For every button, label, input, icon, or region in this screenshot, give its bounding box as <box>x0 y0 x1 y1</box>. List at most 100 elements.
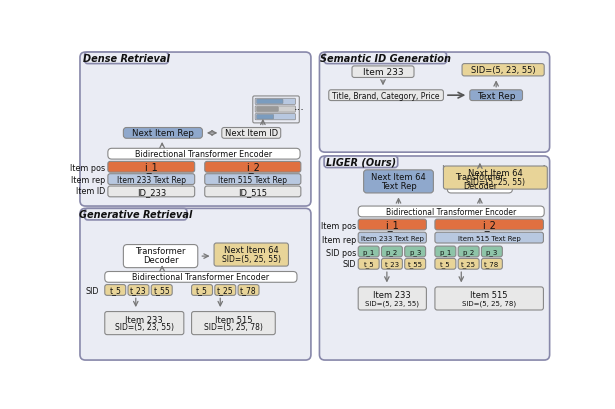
FancyBboxPatch shape <box>405 259 426 270</box>
Text: Text Rep: Text Rep <box>477 92 515 101</box>
FancyBboxPatch shape <box>458 247 479 257</box>
FancyBboxPatch shape <box>482 259 502 270</box>
FancyBboxPatch shape <box>85 53 169 65</box>
FancyBboxPatch shape <box>108 187 195 197</box>
FancyBboxPatch shape <box>329 90 443 101</box>
Text: Next Item ID: Next Item ID <box>224 129 278 138</box>
FancyBboxPatch shape <box>363 171 434 193</box>
FancyBboxPatch shape <box>105 285 125 296</box>
FancyBboxPatch shape <box>435 287 544 310</box>
Text: Transformer: Transformer <box>456 173 504 182</box>
FancyBboxPatch shape <box>214 243 288 266</box>
FancyBboxPatch shape <box>222 128 280 139</box>
Text: Bidirectional Transformer Encoder: Bidirectional Transformer Encoder <box>135 150 272 159</box>
Text: t_5: t_5 <box>196 286 208 295</box>
FancyBboxPatch shape <box>319 53 550 153</box>
Text: ...: ... <box>294 102 305 112</box>
FancyBboxPatch shape <box>352 67 414 78</box>
Text: Next Item 64: Next Item 64 <box>371 173 426 182</box>
FancyBboxPatch shape <box>470 90 523 101</box>
FancyBboxPatch shape <box>358 259 379 270</box>
FancyBboxPatch shape <box>205 174 301 185</box>
FancyBboxPatch shape <box>256 115 274 120</box>
Text: t_55: t_55 <box>153 286 170 295</box>
Text: p_2: p_2 <box>462 249 475 255</box>
Text: Decoder: Decoder <box>143 255 178 264</box>
FancyBboxPatch shape <box>128 285 149 296</box>
FancyBboxPatch shape <box>358 207 544 217</box>
FancyBboxPatch shape <box>205 187 301 197</box>
Text: t_55: t_55 <box>408 261 423 267</box>
Text: p_3: p_3 <box>409 249 421 255</box>
Text: Generative Retrieval: Generative Retrieval <box>79 210 192 220</box>
Text: t_5: t_5 <box>440 261 451 267</box>
Text: Dense Retrieval: Dense Retrieval <box>83 54 170 64</box>
Text: Item 515: Item 515 <box>215 315 252 324</box>
FancyBboxPatch shape <box>255 107 295 113</box>
Text: Bidirectional Transformer Encoder: Bidirectional Transformer Encoder <box>386 207 517 216</box>
Text: Item 515 Text Rep: Item 515 Text Rep <box>218 175 287 184</box>
Text: Item rep: Item rep <box>322 235 356 244</box>
Text: SID=(5, 23, 55): SID=(5, 23, 55) <box>471 66 536 75</box>
FancyBboxPatch shape <box>443 166 547 190</box>
Text: i_1: i_1 <box>145 162 158 173</box>
Text: Next Item Rep: Next Item Rep <box>132 129 194 138</box>
Text: Item 515 Text Rep: Item 515 Text Rep <box>458 235 520 241</box>
Text: Item 515: Item 515 <box>470 290 508 299</box>
FancyBboxPatch shape <box>435 220 544 230</box>
Text: Bidirectional Transformer Encoder: Bidirectional Transformer Encoder <box>132 273 269 282</box>
FancyBboxPatch shape <box>358 247 379 257</box>
Text: SID=(5, 25, 78): SID=(5, 25, 78) <box>462 299 516 306</box>
Text: SID: SID <box>85 287 98 296</box>
FancyBboxPatch shape <box>105 272 297 283</box>
FancyBboxPatch shape <box>358 233 426 243</box>
Text: ID_233: ID_233 <box>137 187 166 196</box>
Text: Title, Brand, Category, Price: Title, Brand, Category, Price <box>332 92 440 101</box>
FancyBboxPatch shape <box>435 247 456 257</box>
Text: Transformer: Transformer <box>135 247 186 256</box>
FancyBboxPatch shape <box>447 171 512 193</box>
FancyBboxPatch shape <box>85 209 187 220</box>
FancyBboxPatch shape <box>124 245 198 268</box>
Text: p_1: p_1 <box>439 249 451 255</box>
FancyBboxPatch shape <box>108 162 195 173</box>
FancyBboxPatch shape <box>256 108 279 112</box>
FancyBboxPatch shape <box>381 259 402 270</box>
FancyBboxPatch shape <box>255 99 295 105</box>
Text: SID pos: SID pos <box>325 248 356 257</box>
Text: SID=(5, 23, 55): SID=(5, 23, 55) <box>115 323 174 332</box>
FancyBboxPatch shape <box>108 149 300 160</box>
Text: p_2: p_2 <box>386 249 398 255</box>
Text: SID=(5, 25, 78): SID=(5, 25, 78) <box>204 323 263 332</box>
FancyBboxPatch shape <box>124 128 202 139</box>
FancyBboxPatch shape <box>435 259 456 270</box>
Text: SID=(5, 23, 55): SID=(5, 23, 55) <box>365 299 419 306</box>
Text: Semantic ID Generation: Semantic ID Generation <box>320 54 451 64</box>
FancyBboxPatch shape <box>256 100 283 104</box>
Text: Item pos: Item pos <box>69 164 105 173</box>
Text: SID: SID <box>343 260 356 269</box>
FancyBboxPatch shape <box>238 285 259 296</box>
FancyBboxPatch shape <box>482 247 502 257</box>
FancyBboxPatch shape <box>105 312 184 335</box>
Text: i_1: i_1 <box>386 220 399 230</box>
Text: LIGER (Ours): LIGER (Ours) <box>326 157 396 167</box>
FancyBboxPatch shape <box>324 157 398 168</box>
FancyBboxPatch shape <box>443 166 544 171</box>
FancyBboxPatch shape <box>151 285 172 296</box>
FancyBboxPatch shape <box>108 174 195 185</box>
FancyBboxPatch shape <box>192 312 276 335</box>
Text: SID=(5, 25, 55): SID=(5, 25, 55) <box>466 178 525 187</box>
FancyBboxPatch shape <box>205 162 301 173</box>
Text: Next Item 64: Next Item 64 <box>224 246 279 255</box>
FancyBboxPatch shape <box>458 259 479 270</box>
FancyBboxPatch shape <box>381 247 402 257</box>
Text: p_3: p_3 <box>486 249 498 255</box>
Text: Item 233 Text Rep: Item 233 Text Rep <box>117 175 186 184</box>
Text: Item 233 Text Rep: Item 233 Text Rep <box>361 235 424 241</box>
FancyBboxPatch shape <box>192 285 213 296</box>
FancyBboxPatch shape <box>462 65 544 77</box>
Text: t_5: t_5 <box>363 261 374 267</box>
FancyBboxPatch shape <box>324 53 446 65</box>
Text: t_78: t_78 <box>240 286 257 295</box>
